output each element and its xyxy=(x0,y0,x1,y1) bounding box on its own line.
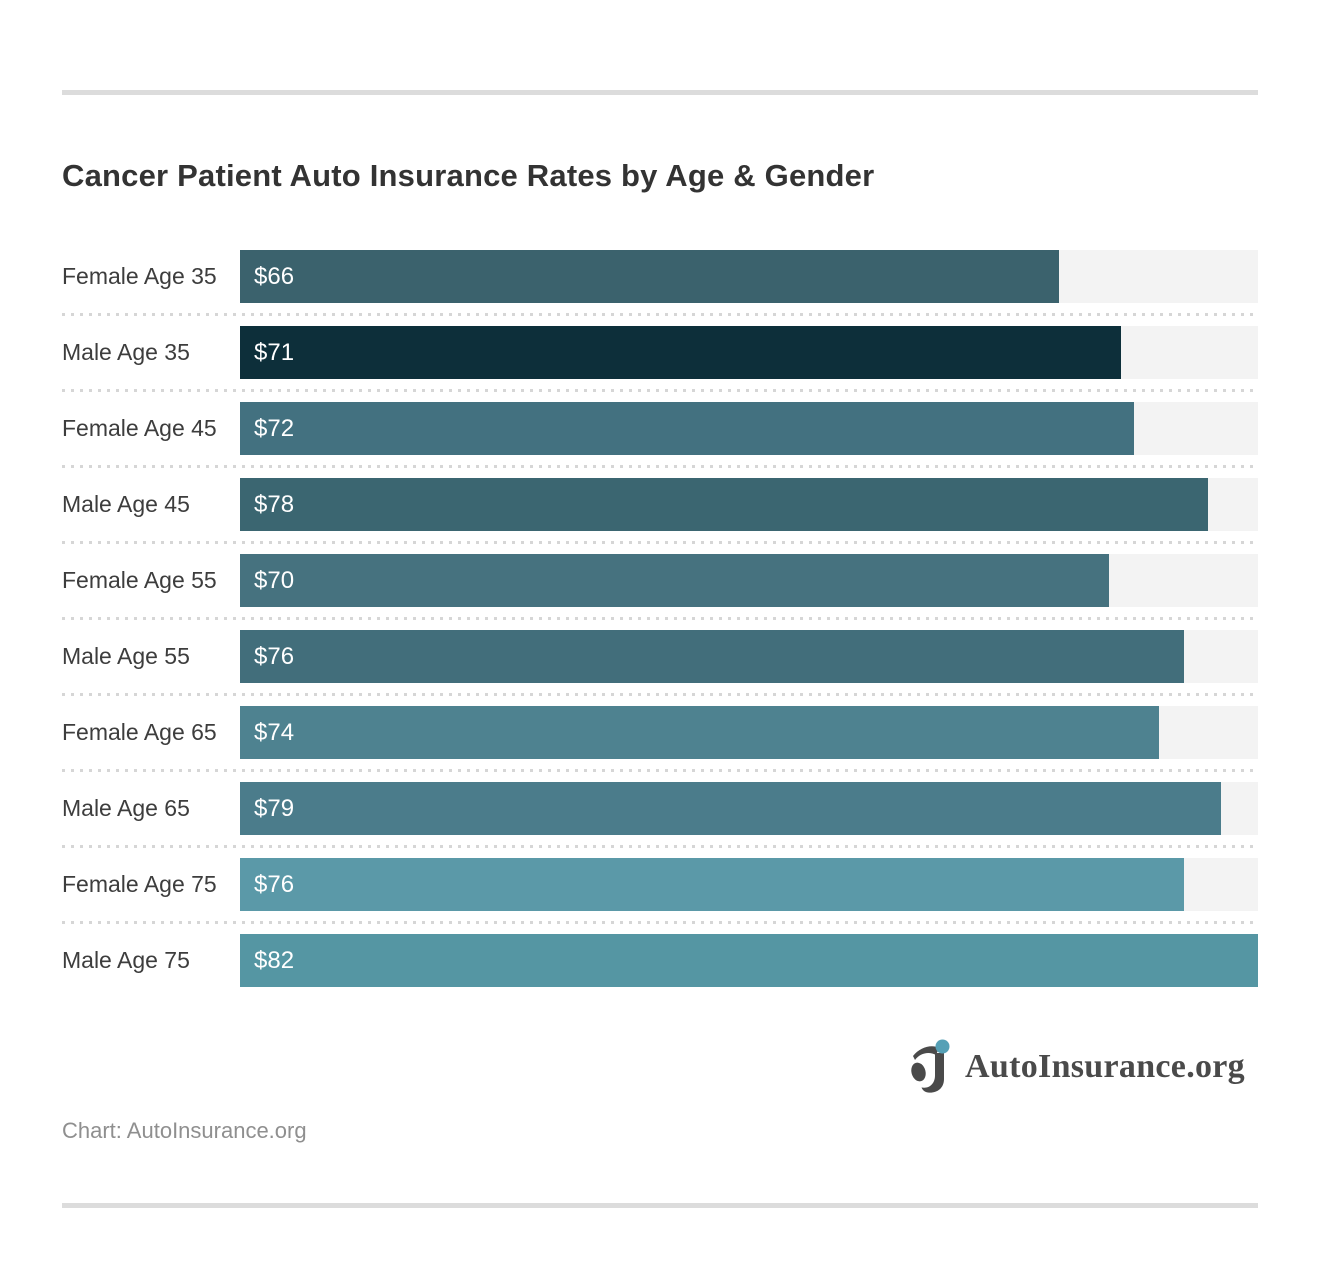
top-divider xyxy=(62,90,1258,95)
chart-row: Female Age 55 $70 xyxy=(62,554,1258,620)
bottom-divider xyxy=(62,1203,1258,1208)
row-label: Male Age 55 xyxy=(62,643,190,669)
bar: $76 xyxy=(240,858,1184,911)
bar-track: $74 xyxy=(240,706,1258,759)
chart-row: Male Age 35 $71 xyxy=(62,326,1258,392)
bar: $72 xyxy=(240,402,1134,455)
bar-track: $71 xyxy=(240,326,1258,379)
row-label: Female Age 65 xyxy=(62,719,217,745)
bar-value-label: $71 xyxy=(254,338,295,366)
row-label: Male Age 75 xyxy=(62,947,190,973)
bar-chart: Female Age 35 $66 Male Age 35 $71 Female Age… xyxy=(62,250,1258,987)
chart-row: Female Age 35 $66 xyxy=(62,250,1258,316)
bar-value-label: $78 xyxy=(254,490,295,518)
chart-row: Male Age 65 $79 xyxy=(62,782,1258,848)
bar-value-label: $74 xyxy=(254,718,295,746)
bar: $71 xyxy=(240,326,1122,379)
chart-row: Male Age 55 $76 xyxy=(62,630,1258,696)
chart-row: Female Age 45 $72 xyxy=(62,402,1258,468)
bar: $66 xyxy=(240,250,1060,303)
bar-value-label: $66 xyxy=(254,262,295,290)
bar-track: $76 xyxy=(240,858,1258,911)
chart-attribution: Chart: AutoInsurance.org xyxy=(62,1118,307,1143)
chart-row: Female Age 75 $76 xyxy=(62,858,1258,924)
row-label: Female Age 75 xyxy=(62,871,217,897)
bar: $82 xyxy=(240,934,1258,987)
bar: $70 xyxy=(240,554,1110,607)
aj-monogram-icon xyxy=(911,1039,950,1093)
bar: $79 xyxy=(240,782,1221,835)
row-label: Female Age 35 xyxy=(62,263,217,289)
bar-value-label: $72 xyxy=(254,414,295,442)
chart-row: Male Age 45 $78 xyxy=(62,478,1258,544)
row-label: Female Age 55 xyxy=(62,567,217,593)
row-label: Male Age 65 xyxy=(62,795,190,821)
brand-logo: AutoInsurance.org xyxy=(909,1038,1245,1096)
row-label: Female Age 45 xyxy=(62,415,217,441)
chart-row: Male Age 75 $82 xyxy=(62,934,1258,987)
bar-track: $78 xyxy=(240,478,1258,531)
bar-value-label: $70 xyxy=(254,566,295,594)
bar-track: $79 xyxy=(240,782,1258,835)
bar-track: $70 xyxy=(240,554,1258,607)
bar-track: $66 xyxy=(240,250,1258,303)
chart-title: Cancer Patient Auto Insurance Rates by A… xyxy=(62,158,875,193)
bar-track: $82 xyxy=(240,934,1258,987)
bar-value-label: $82 xyxy=(254,946,295,974)
bar-value-label: $76 xyxy=(254,642,295,670)
bar-value-label: $79 xyxy=(254,794,295,822)
row-label: Male Age 35 xyxy=(62,339,190,365)
bar: $76 xyxy=(240,630,1184,683)
chart-row: Female Age 65 $74 xyxy=(62,706,1258,772)
bar: $78 xyxy=(240,478,1209,531)
bar: $74 xyxy=(240,706,1159,759)
row-label: Male Age 45 xyxy=(62,491,190,517)
bar-value-label: $76 xyxy=(254,870,295,898)
bar-track: $76 xyxy=(240,630,1258,683)
bar-track: $72 xyxy=(240,402,1258,455)
brand-logo-text: AutoInsurance.org xyxy=(965,1048,1245,1085)
